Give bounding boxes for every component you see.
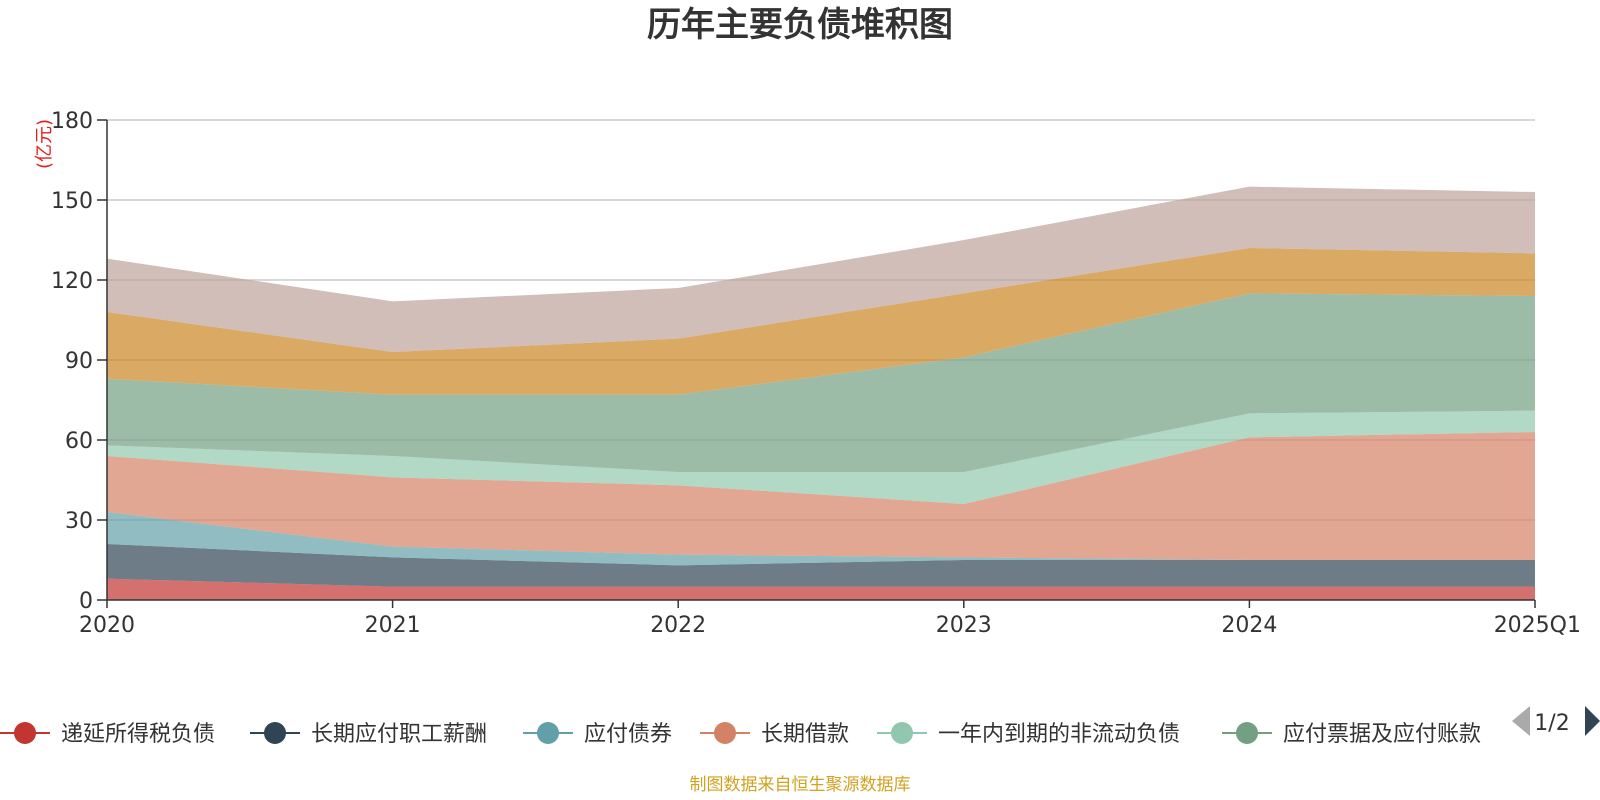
legend-item[interactable]: 递延所得税负债	[0, 722, 215, 747]
area-8	[107, 186, 1535, 352]
legend-next-page-button[interactable]	[1585, 706, 1600, 736]
legend-label: 应付债券	[584, 722, 672, 747]
y-tick-label: 120	[51, 269, 93, 294]
area-1	[107, 578, 1535, 600]
x-tick-label: 2020	[79, 613, 135, 638]
legend-item[interactable]: 一年内到期的非流动负债	[877, 722, 1180, 747]
legend-item[interactable]: 应付债券	[523, 722, 672, 747]
legend-item[interactable]: 应付票据及应付账款	[1222, 722, 1481, 747]
legend-item[interactable]: 长期应付职工薪酬	[250, 722, 487, 747]
area-4	[107, 432, 1535, 560]
triangle-right-icon[interactable]	[1585, 706, 1600, 736]
legend-label: 长期应付职工薪酬	[311, 722, 487, 747]
legend-label: 长期借款	[761, 722, 849, 747]
y-tick-label: 90	[65, 349, 93, 374]
legend-item[interactable]: 长期借款	[700, 722, 849, 747]
y-axis-ticks: 0 30 60 90 120 150 180	[51, 109, 107, 614]
area-2	[107, 544, 1535, 587]
legend-marker	[1236, 722, 1258, 744]
legend-marker	[14, 722, 36, 744]
y-axis-unit: (亿元)	[34, 119, 55, 169]
y-tick-label: 150	[51, 189, 93, 214]
legend-label: 应付票据及应付账款	[1283, 722, 1481, 747]
area-7	[107, 248, 1535, 395]
legend: 递延所得税负债 长期应付职工薪酬 应付债券 长期借款 一年内到期的非流动负债 应付票据及应…	[0, 722, 1481, 747]
area-6	[107, 293, 1535, 472]
x-tick-label: 2021	[365, 613, 421, 638]
data-source-note: 制图数据来自恒生聚源数据库	[690, 775, 911, 795]
chart-title: 历年主要负债堆积图	[647, 5, 953, 45]
legend-marker	[537, 722, 559, 744]
legend-marker	[264, 722, 286, 744]
legend-marker	[714, 722, 736, 744]
legend-marker	[891, 722, 913, 744]
x-tick-label: 2025Q1	[1494, 613, 1581, 638]
y-tick-label: 180	[51, 109, 93, 134]
x-tick-label: 2022	[650, 613, 706, 638]
area-5	[107, 410, 1535, 504]
x-tick-label: 2023	[936, 613, 992, 638]
legend-page-indicator: 1/2	[1534, 711, 1569, 736]
area-3	[107, 512, 1535, 566]
triangle-left-icon[interactable]	[1512, 706, 1530, 736]
legend-label: 递延所得税负债	[61, 722, 215, 747]
x-axis-ticks: 2020 2021 2022 2023 2024 2025Q1	[79, 600, 1581, 638]
legend-prev-page-button[interactable]	[1512, 706, 1530, 736]
x-tick-label: 2024	[1221, 613, 1277, 638]
y-tick-label: 30	[65, 509, 93, 534]
y-tick-label: 0	[79, 589, 93, 614]
area-series	[107, 186, 1535, 600]
y-tick-label: 60	[65, 429, 93, 454]
legend-label: 一年内到期的非流动负债	[938, 722, 1180, 747]
